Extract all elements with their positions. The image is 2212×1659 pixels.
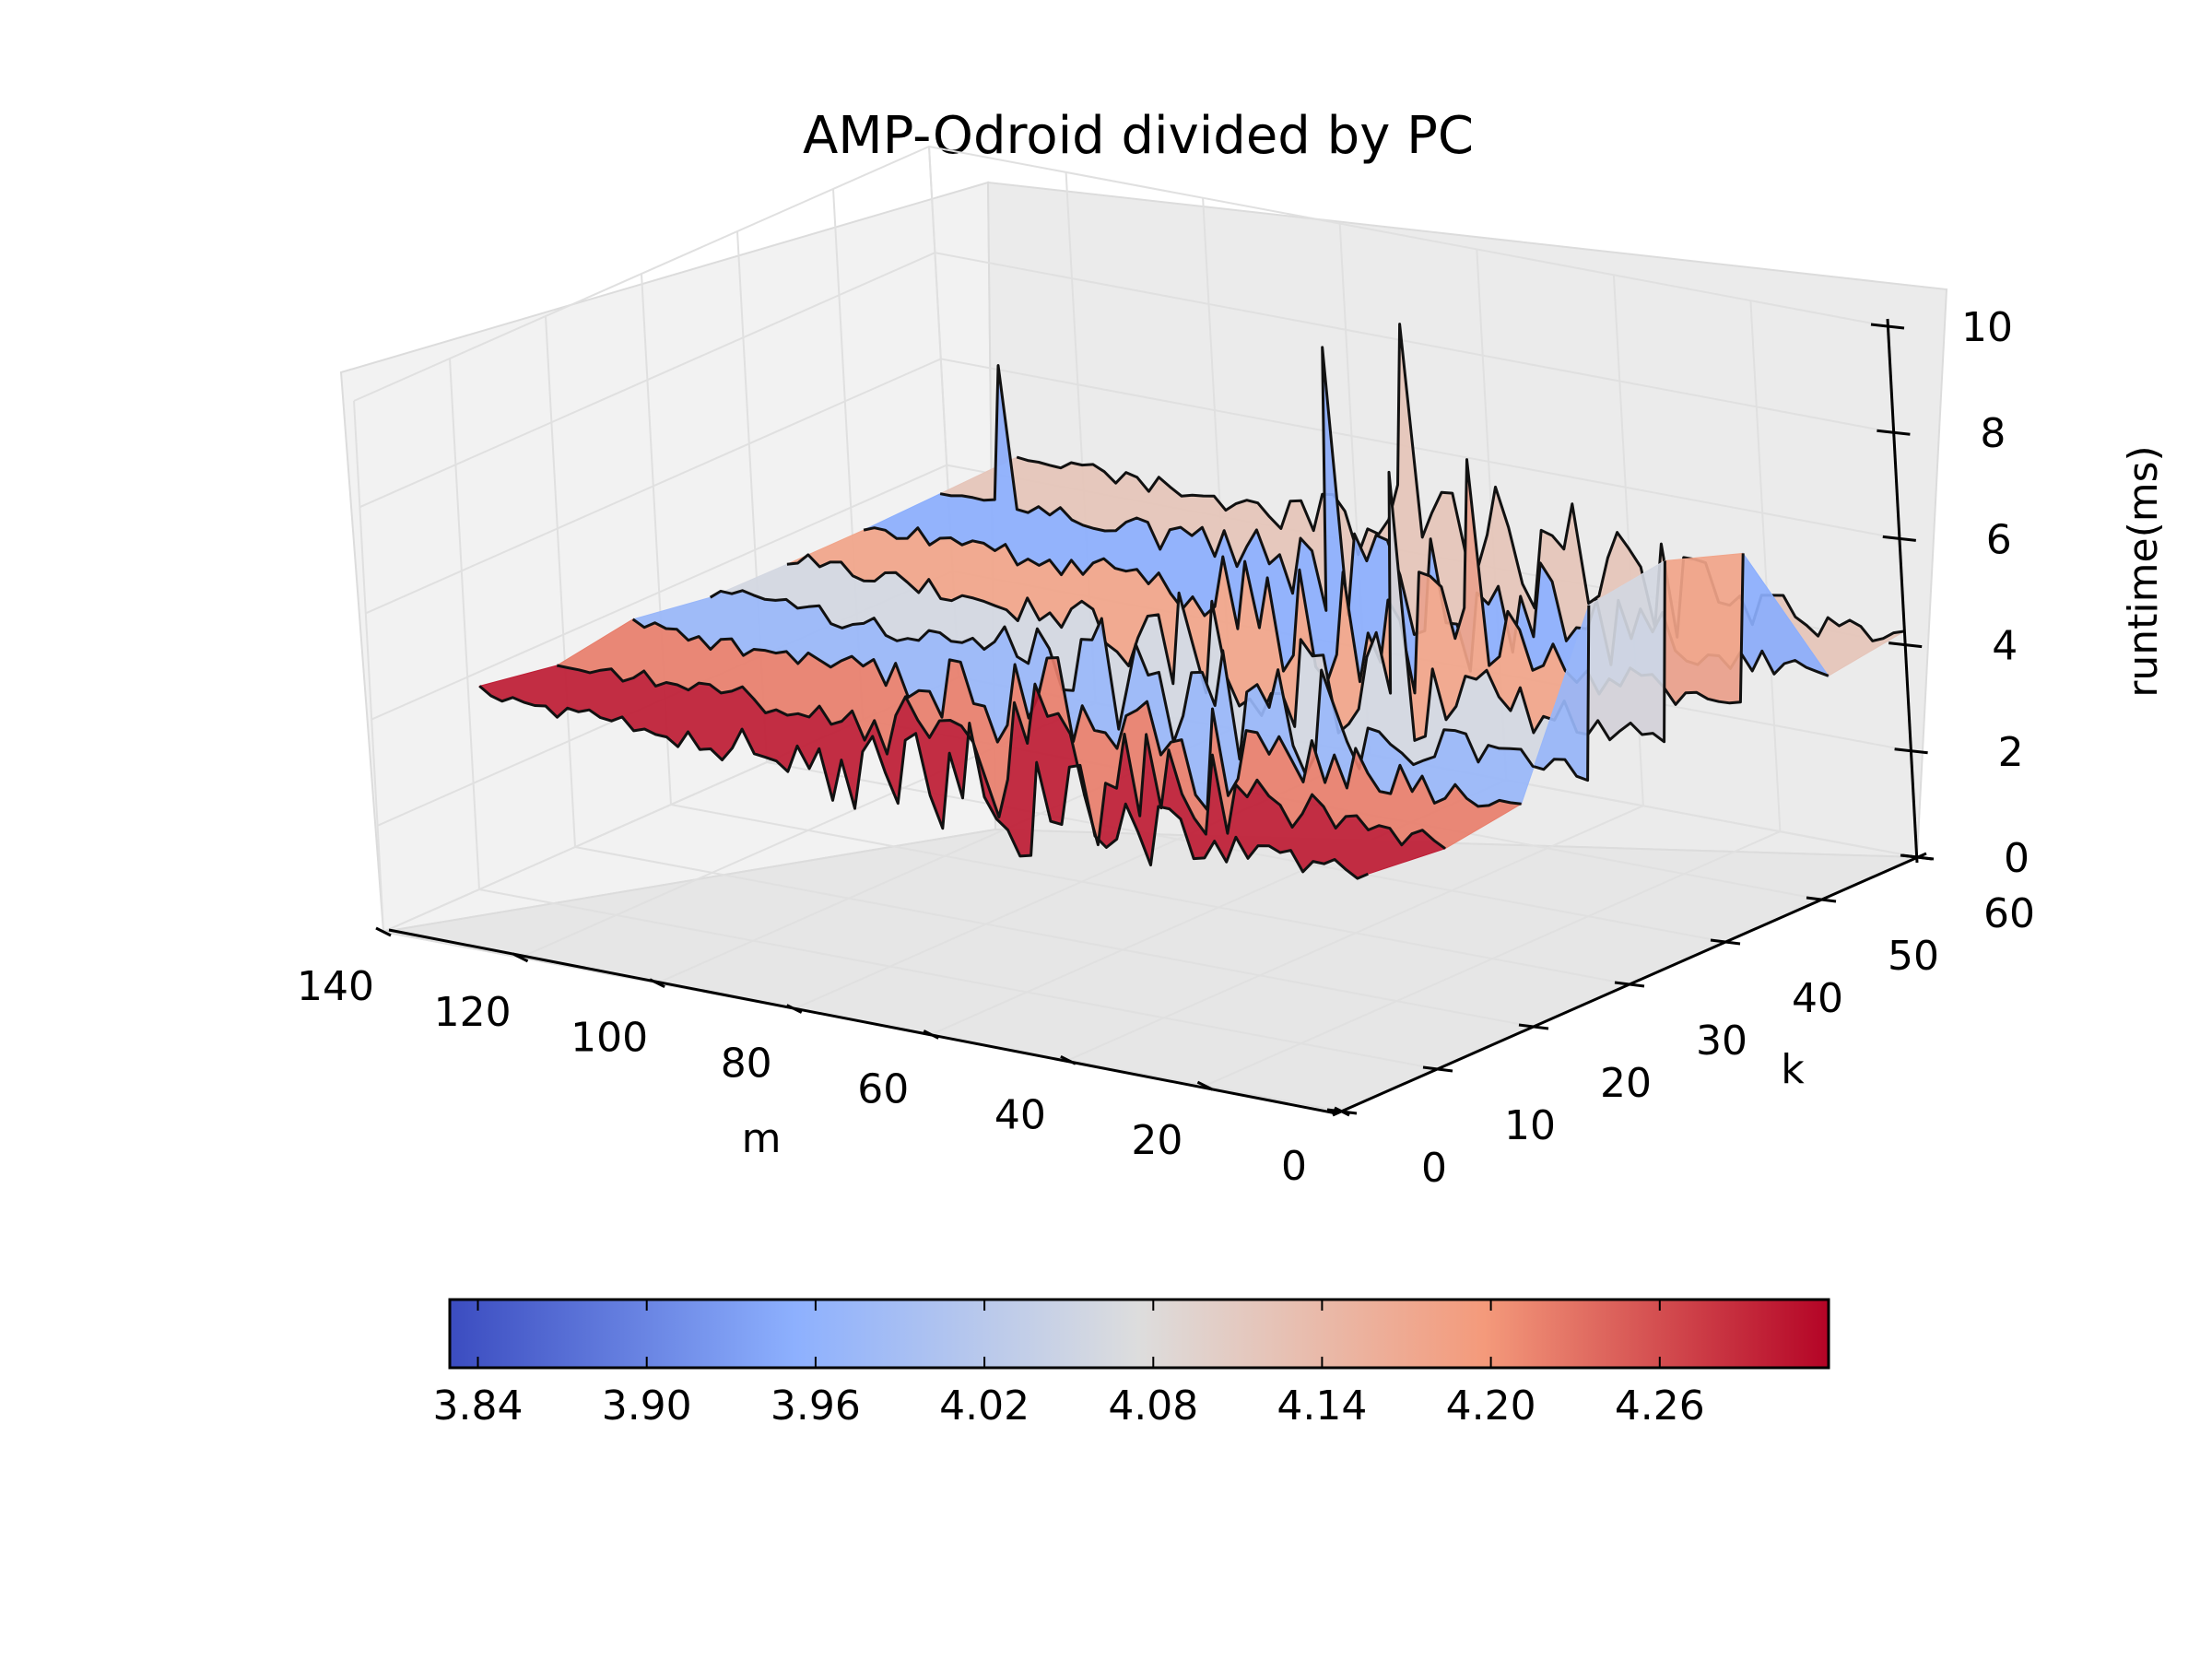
z-tick-label: 2 (1998, 729, 2024, 776)
z-tick (1894, 747, 1928, 755)
gridline-z (353, 145, 1888, 402)
x-tick-label: 20 (1131, 1117, 1182, 1164)
surface-row-line (478, 685, 1369, 880)
z-tick-label: 10 (1961, 304, 2013, 351)
gridline-z (359, 252, 1894, 509)
colorbar-tick-label: 3.84 (433, 1382, 524, 1430)
y-axis-label: k (1781, 1046, 1805, 1093)
y-tick-label: 30 (1696, 1018, 1747, 1065)
colorbar-tick-label: 3.90 (602, 1382, 692, 1430)
colorbar-tick-label: 4.14 (1277, 1382, 1367, 1430)
z-tick (1900, 853, 1935, 861)
x-tick-label: 0 (1281, 1143, 1307, 1190)
x-axis-label: m (742, 1115, 782, 1162)
y-tick (1710, 938, 1741, 946)
z-tick-label: 0 (2004, 835, 2030, 882)
z-tick-label: 6 (1986, 516, 2012, 563)
x-tick (923, 1030, 939, 1040)
surface-row-line (631, 618, 1522, 812)
colorbar (448, 1298, 1830, 1370)
y-tick-label: 10 (1504, 1102, 1556, 1149)
surface-row-line (786, 470, 1666, 744)
y-tick (1614, 981, 1645, 988)
x-tick (1060, 1054, 1077, 1065)
y-tick-label: 0 (1421, 1145, 1447, 1192)
x-tick-label: 80 (721, 1041, 772, 1088)
x-tick (786, 1004, 803, 1014)
surface-plot (478, 323, 1905, 880)
x-tick (649, 978, 665, 989)
y-tick-label: 60 (1983, 890, 2035, 937)
x-tick-label: 60 (857, 1065, 909, 1112)
colorbar-tick-label: 4.26 (1615, 1382, 1705, 1430)
y-tick (1422, 1065, 1453, 1073)
z-tick (1888, 641, 1923, 649)
z-tick-label: 8 (1980, 410, 2006, 457)
x-tick-label: 40 (994, 1091, 1046, 1138)
y-tick-label: 50 (1888, 933, 1939, 980)
z-axis-line (1886, 318, 1919, 864)
x-tick (1196, 1080, 1214, 1091)
axes: 0 20 40 60 80 100 120 140 0 10 20 30 40 50 60 0 2 4 6 8 10 (297, 304, 2035, 1192)
x-tick-label: 120 (434, 989, 512, 1036)
x-tick (375, 926, 392, 937)
surface-row-line (709, 589, 1591, 782)
y-tick-label: 40 (1792, 975, 1843, 1022)
chart-title: AMP-Odroid divided by PC (803, 106, 1474, 166)
x-axis-line (388, 928, 1337, 1115)
colorbar-tick-label: 4.20 (1446, 1382, 1536, 1430)
colorbar-tick-label: 4.02 (939, 1382, 1030, 1430)
z-tick (1877, 429, 1911, 436)
y-tick (1326, 1108, 1358, 1115)
y-tick (1806, 896, 1837, 903)
z-tick (1870, 323, 1905, 330)
z-tick-label: 4 (1992, 623, 2018, 670)
x-tick-label: 100 (571, 1015, 648, 1062)
y-tick-label: 20 (1600, 1060, 1652, 1107)
y-tick (1518, 1023, 1549, 1030)
surface-row-line (556, 664, 1446, 850)
z-tick (1882, 535, 1916, 542)
gridline-z (365, 358, 1900, 615)
colorbar-tick-label: 4.08 (1108, 1382, 1198, 1430)
colorbar-tick-label: 3.96 (771, 1382, 861, 1430)
x-tick-label: 140 (297, 963, 374, 1010)
z-axis-label: runtime(ms) (2120, 445, 2167, 697)
x-tick (512, 952, 529, 963)
colorbar-ticks: 3.84 3.90 3.96 4.02 4.08 4.14 4.20 4.26 (433, 1300, 1705, 1430)
